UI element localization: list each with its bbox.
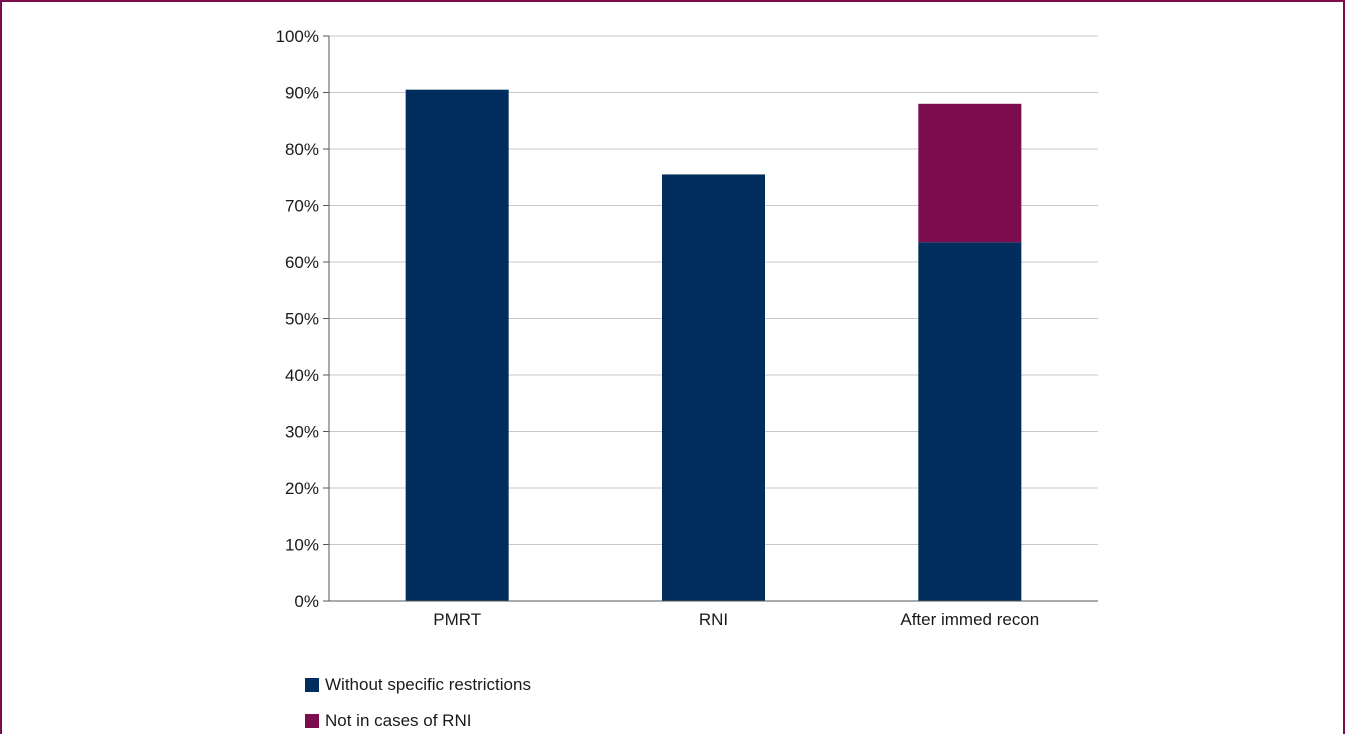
- y-tick-label: 70%: [285, 197, 319, 216]
- y-tick-label: 90%: [285, 84, 319, 103]
- y-tick-label: 50%: [285, 310, 319, 329]
- y-tick-labels: 0% 10% 20% 30% 40% 50% 60% 70% 80% 90% 100%: [276, 27, 319, 611]
- y-tick-label: 60%: [285, 253, 319, 272]
- y-tick-label: 10%: [285, 536, 319, 555]
- legend-label-not-in-cases-of-rni: Not in cases of RNI: [325, 711, 472, 730]
- y-tick-label: 40%: [285, 366, 319, 385]
- y-tick-label: 100%: [276, 27, 319, 46]
- x-tick-label: PMRT: [433, 610, 481, 629]
- bars: [405, 89, 1022, 602]
- y-tick-label: 0%: [294, 592, 319, 611]
- legend-label-without-specific-restrictions: Without specific restrictions: [325, 675, 531, 694]
- bar-after-immed-recon-series-1: [918, 103, 1022, 243]
- legend: Without specific restrictions Not in cas…: [305, 675, 531, 747]
- legend-swatch-without-specific-restrictions: [305, 678, 319, 692]
- y-tick-label: 20%: [285, 479, 319, 498]
- bar-after-immed-recon-series-0: [918, 242, 1022, 601]
- axes: [323, 35, 1098, 602]
- bar-pmrt-series-0: [405, 89, 509, 602]
- bar-rni-series-0: [662, 174, 765, 602]
- y-tick-label: 30%: [285, 423, 319, 442]
- legend-swatch-not-in-cases-of-rni: [305, 714, 319, 728]
- x-tick-label: RNI: [699, 610, 728, 629]
- x-tick-label: After immed recon: [900, 610, 1039, 629]
- legend-item-not-in-cases-of-rni: Not in cases of RNI: [305, 711, 531, 731]
- x-tick-labels: PMRT RNI After immed recon: [433, 610, 1039, 629]
- y-tick-label: 80%: [285, 140, 319, 159]
- legend-item-without-specific-restrictions: Without specific restrictions: [305, 675, 531, 695]
